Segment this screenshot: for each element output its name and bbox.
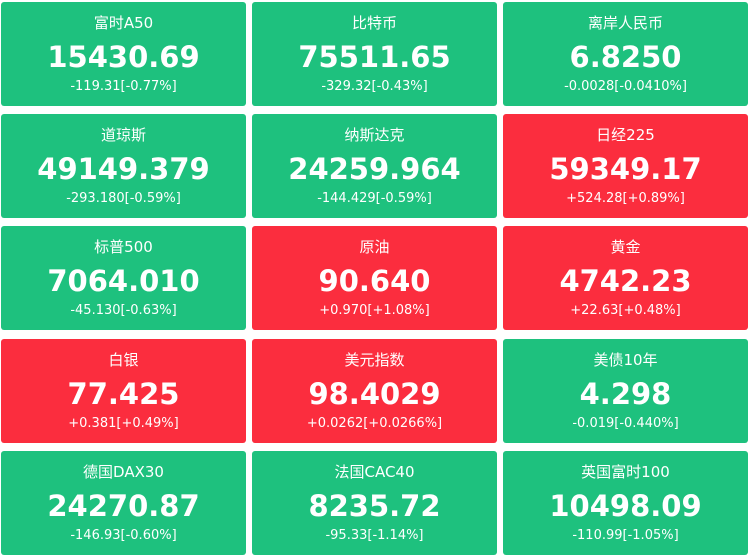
quote-tile[interactable]: 黄金 4742.23 +22.63[+0.48%] bbox=[503, 226, 748, 330]
quote-change: -144.429[-0.59%] bbox=[317, 191, 432, 206]
quote-change: -95.33[-1.14%] bbox=[325, 528, 424, 543]
quote-tile[interactable]: 纳斯达克 24259.964 -144.429[-0.59%] bbox=[252, 114, 497, 218]
quote-change: +0.0262[+0.0266%] bbox=[306, 416, 443, 431]
quote-tile[interactable]: 英国富时100 10498.09 -110.99[-1.05%] bbox=[503, 451, 748, 555]
quote-price: 6.8250 bbox=[569, 40, 682, 74]
quote-change: +22.63[+0.48%] bbox=[570, 303, 681, 318]
quote-name: 富时A50 bbox=[93, 14, 154, 32]
quote-tile[interactable]: 富时A50 15430.69 -119.31[-0.77%] bbox=[1, 2, 246, 106]
quote-tile[interactable]: 白银 77.425 +0.381[+0.49%] bbox=[1, 339, 246, 443]
quote-change: -0.019[-0.440%] bbox=[572, 416, 679, 431]
quote-price: 59349.17 bbox=[549, 152, 702, 186]
quote-price: 49149.379 bbox=[37, 152, 210, 186]
quote-name: 标普500 bbox=[94, 238, 153, 256]
quote-change: -329.32[-0.43%] bbox=[321, 79, 428, 94]
quote-price: 24259.964 bbox=[288, 152, 461, 186]
quote-name: 黄金 bbox=[610, 238, 641, 256]
quote-tile[interactable]: 标普500 7064.010 -45.130[-0.63%] bbox=[1, 226, 246, 330]
quote-price: 4742.23 bbox=[559, 264, 692, 298]
quote-price: 10498.09 bbox=[549, 489, 702, 523]
quote-change: -110.99[-1.05%] bbox=[572, 528, 679, 543]
quote-change: -146.93[-0.60%] bbox=[70, 528, 177, 543]
quote-name: 美债10年 bbox=[593, 351, 658, 369]
quote-name: 纳斯达克 bbox=[344, 126, 405, 144]
quote-price: 15430.69 bbox=[47, 40, 200, 74]
quote-name: 离岸人民币 bbox=[587, 14, 663, 32]
quote-price: 24270.87 bbox=[47, 489, 200, 523]
quote-tile[interactable]: 法国CAC40 8235.72 -95.33[-1.14%] bbox=[252, 451, 497, 555]
quote-name: 白银 bbox=[108, 351, 139, 369]
quote-price: 7064.010 bbox=[47, 264, 200, 298]
quote-change: -293.180[-0.59%] bbox=[66, 191, 181, 206]
quote-change: +524.28[+0.89%] bbox=[566, 191, 685, 206]
quote-tile[interactable]: 美元指数 98.4029 +0.0262[+0.0266%] bbox=[252, 339, 497, 443]
quote-name: 日经225 bbox=[596, 126, 655, 144]
quote-name: 英国富时100 bbox=[581, 463, 670, 481]
quote-name: 法国CAC40 bbox=[334, 463, 415, 481]
quote-change: +0.970[+1.08%] bbox=[319, 303, 430, 318]
quote-tile[interactable]: 比特币 75511.65 -329.32[-0.43%] bbox=[252, 2, 497, 106]
quote-tile[interactable]: 道琼斯 49149.379 -293.180[-0.59%] bbox=[1, 114, 246, 218]
quote-price: 77.425 bbox=[67, 377, 180, 411]
quote-name: 原油 bbox=[359, 238, 390, 256]
quote-change: +0.381[+0.49%] bbox=[68, 416, 179, 431]
quote-price: 8235.72 bbox=[308, 489, 441, 523]
quote-tile[interactable]: 德国DAX30 24270.87 -146.93[-0.60%] bbox=[1, 451, 246, 555]
quote-tile[interactable]: 离岸人民币 6.8250 -0.0028[-0.0410%] bbox=[503, 2, 748, 106]
quote-name: 德国DAX30 bbox=[83, 463, 164, 481]
quote-name: 比特币 bbox=[351, 14, 397, 32]
quote-price: 75511.65 bbox=[298, 40, 451, 74]
quote-change: -45.130[-0.63%] bbox=[70, 303, 177, 318]
quote-price: 90.640 bbox=[318, 264, 431, 298]
quote-tile[interactable]: 日经225 59349.17 +524.28[+0.89%] bbox=[503, 114, 748, 218]
quote-name: 道琼斯 bbox=[100, 126, 146, 144]
quote-price: 98.4029 bbox=[308, 377, 441, 411]
quote-tile[interactable]: 原油 90.640 +0.970[+1.08%] bbox=[252, 226, 497, 330]
quote-tile[interactable]: 美债10年 4.298 -0.019[-0.440%] bbox=[503, 339, 748, 443]
quote-change: -119.31[-0.77%] bbox=[70, 79, 177, 94]
quote-price: 4.298 bbox=[579, 377, 672, 411]
quote-change: -0.0028[-0.0410%] bbox=[564, 79, 687, 94]
quote-name: 美元指数 bbox=[344, 351, 405, 369]
